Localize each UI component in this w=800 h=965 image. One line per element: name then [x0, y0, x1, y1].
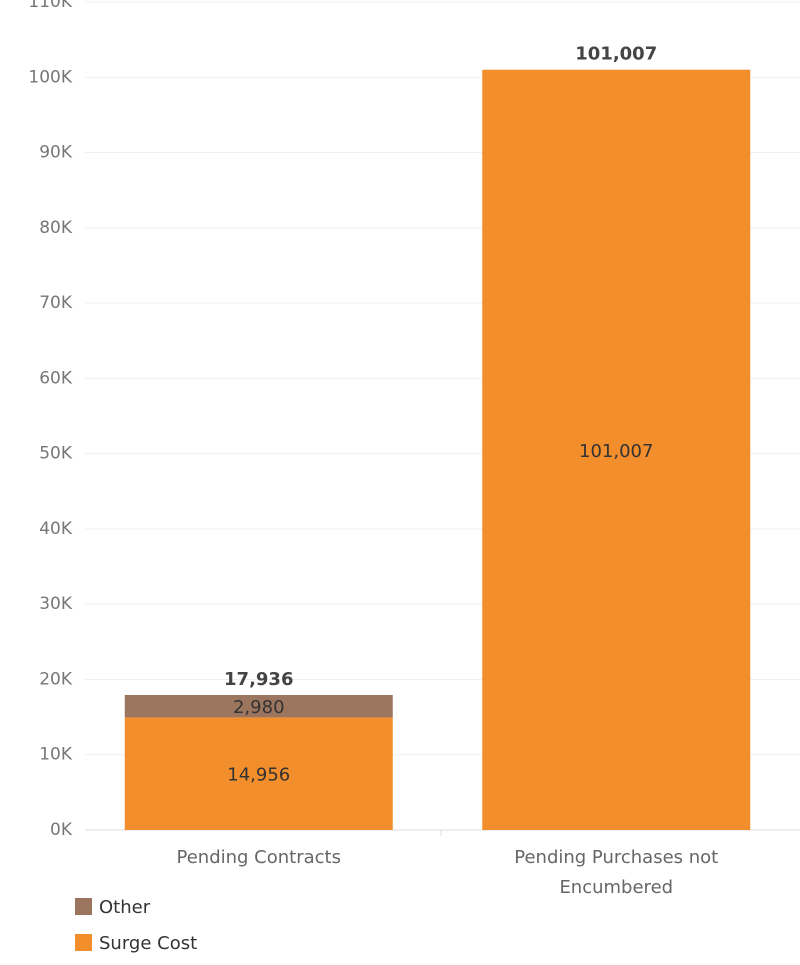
data-label: 14,956: [227, 765, 290, 786]
x-tick-label: Pending Contracts: [176, 847, 342, 868]
bar-segment: [482, 69, 751, 831]
y-tick-label: 50K: [39, 444, 73, 464]
y-tick-label: 40K: [39, 519, 73, 539]
bar-segment: [124, 694, 393, 718]
y-tick-label: 70K: [39, 293, 73, 313]
y-tick-label: 0K: [50, 820, 73, 840]
bar-segment: [124, 717, 393, 830]
y-tick-label: 100K: [28, 67, 72, 87]
legend-label: Other: [99, 897, 151, 918]
data-label: 101,007: [579, 441, 653, 462]
y-tick-label: 20K: [39, 669, 73, 689]
x-tick-label: Pending Purchases not Encumbered: [514, 847, 719, 898]
y-tick-label: 90K: [39, 143, 73, 163]
y-tick-label: 60K: [39, 368, 73, 388]
data-label: 2,980: [233, 697, 285, 718]
y-tick-label: 80K: [39, 218, 73, 238]
y-tick-label: 10K: [39, 745, 73, 765]
y-tick-label: 110K: [28, 0, 72, 12]
legend-swatch: [75, 898, 92, 915]
y-tick-label: 30K: [39, 594, 73, 614]
total-label: 17,936: [224, 669, 293, 690]
legend-label: Surge Cost: [99, 933, 197, 954]
total-label: 101,007: [575, 44, 657, 65]
legend-swatch: [75, 934, 92, 951]
